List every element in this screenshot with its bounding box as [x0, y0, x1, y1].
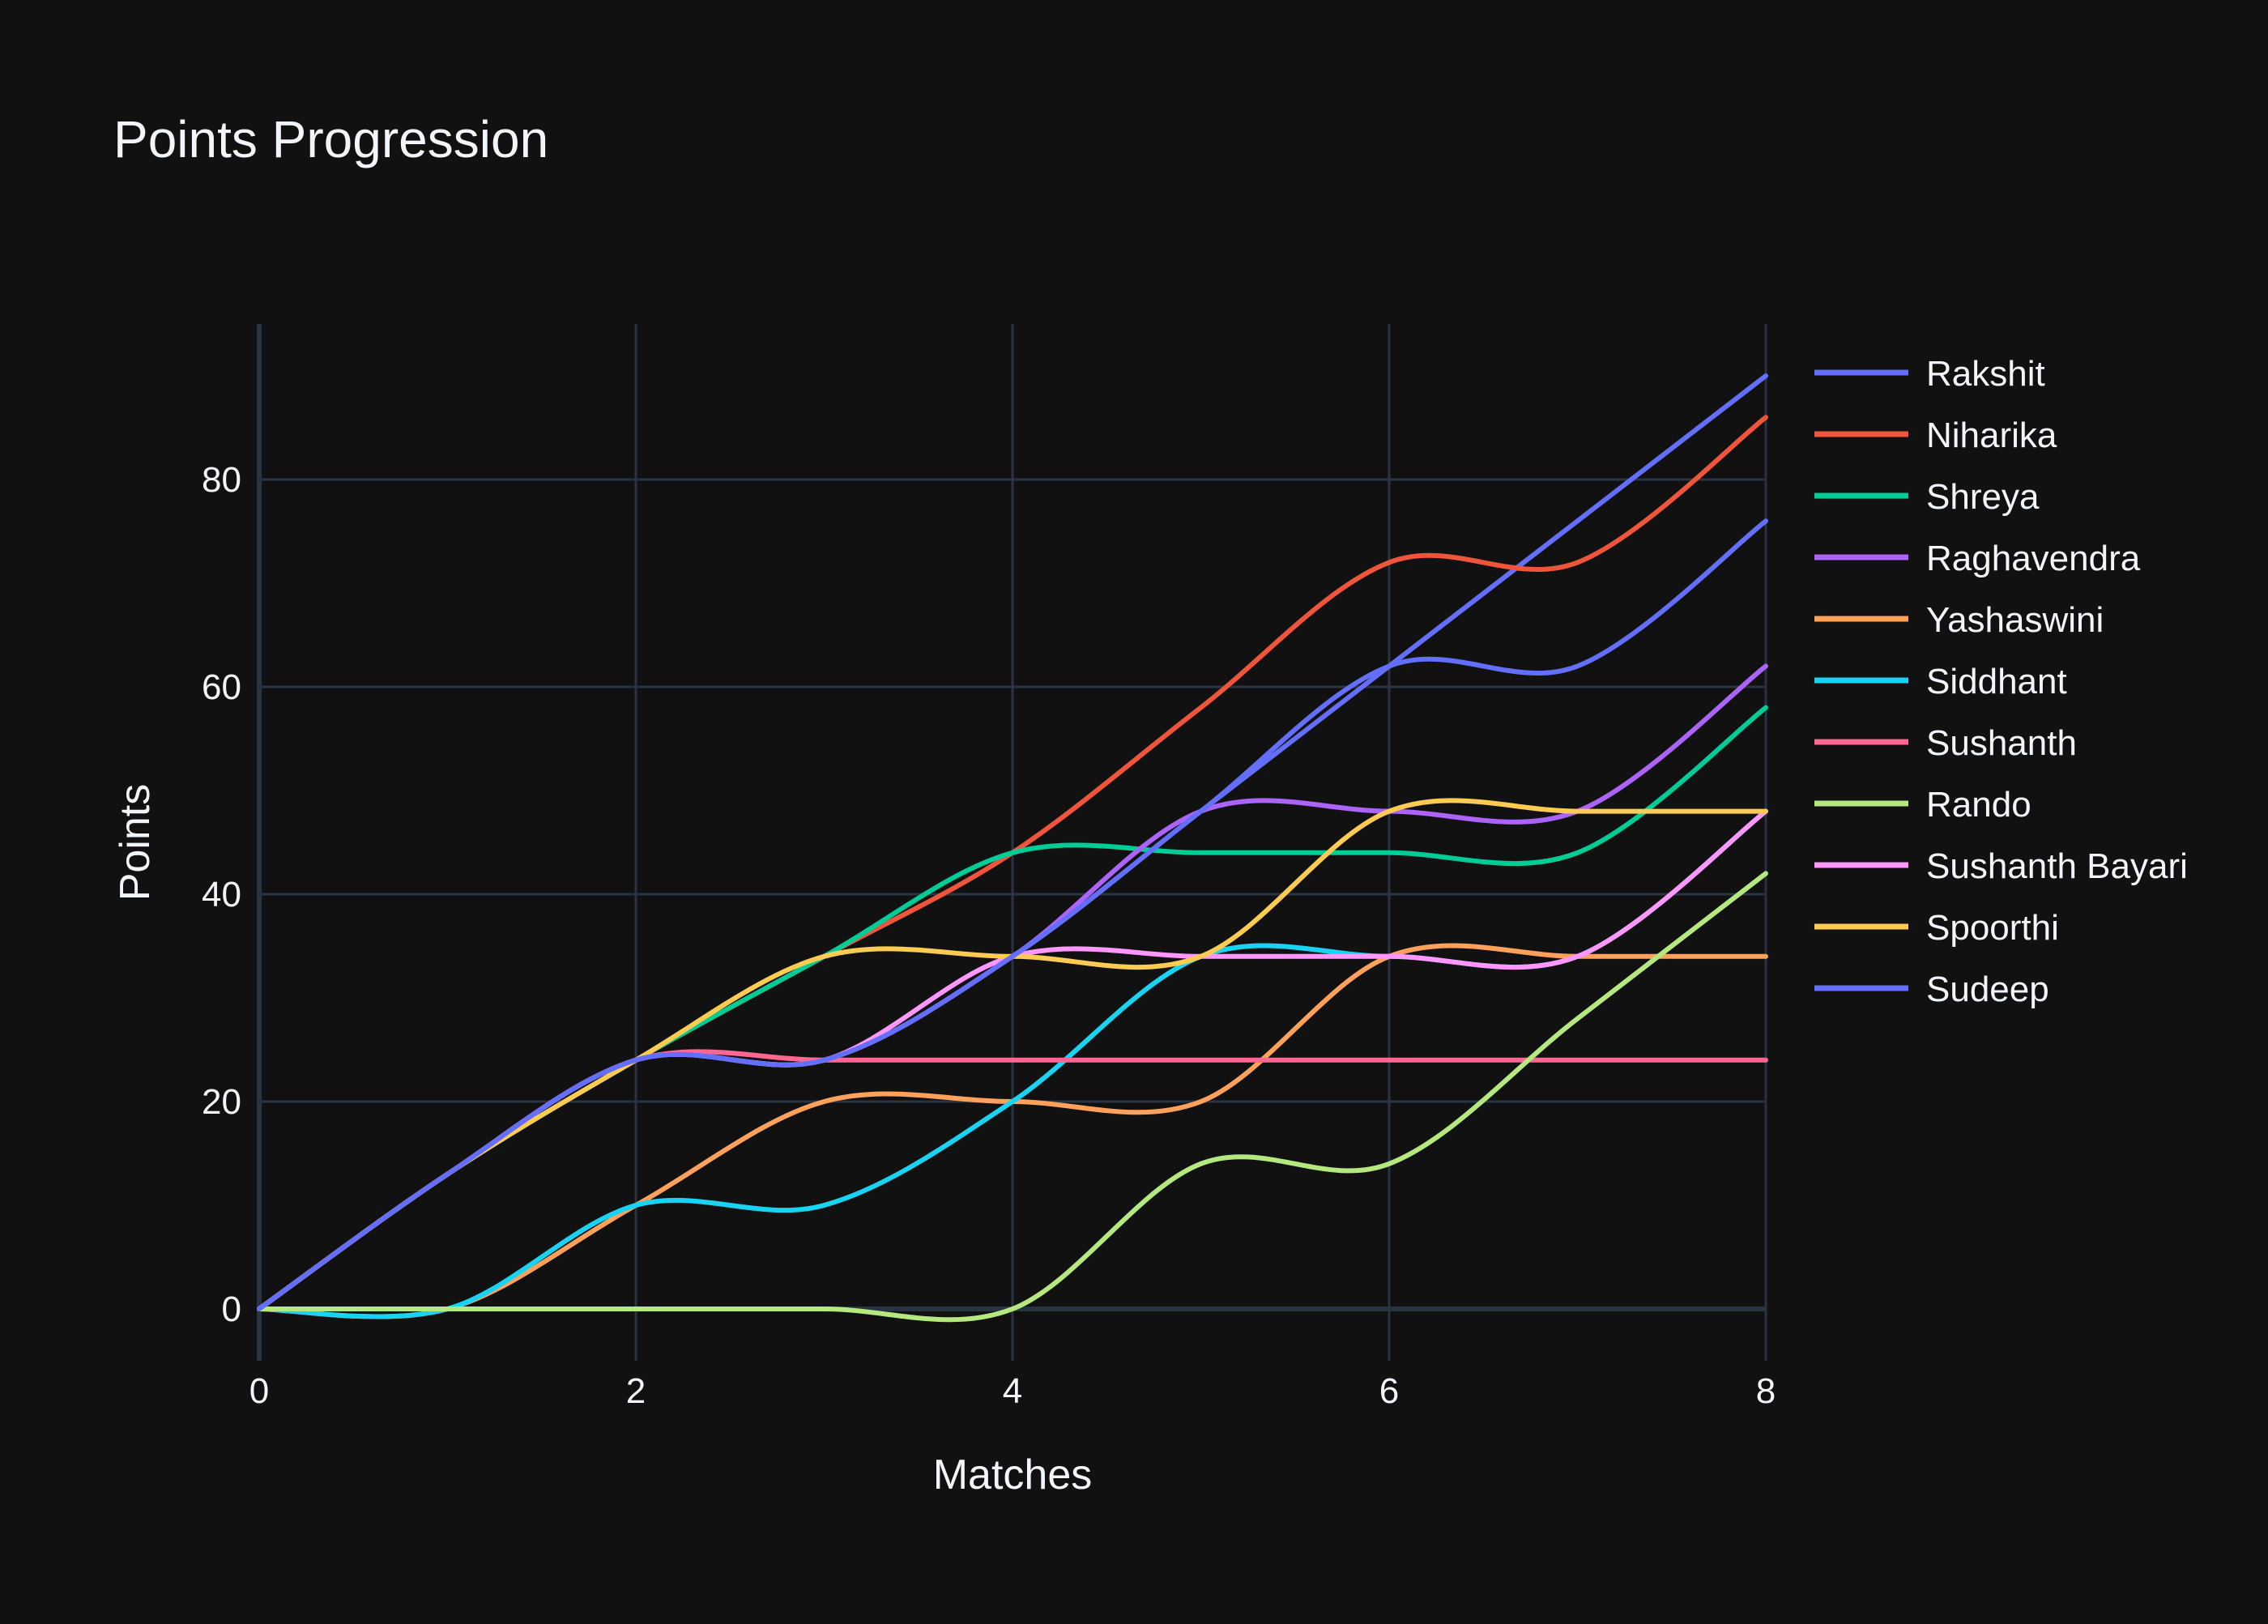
y-tick-label: 0	[222, 1289, 241, 1329]
legend: Rakshit Niharika Shreya Raghavendra Yashaswi…	[1814, 354, 2188, 1009]
x-axis-title: Matches	[933, 1451, 1093, 1498]
y-tick-label: 60	[202, 667, 241, 707]
legend-item[interactable]: Siddhant	[1814, 662, 2067, 701]
legend-label: Siddhant	[1926, 662, 2067, 701]
x-tick-label: 0	[249, 1371, 269, 1411]
y-axis-title: Points	[112, 784, 159, 902]
legend-label: Sushanth Bayari	[1926, 846, 2188, 886]
legend-item[interactable]: Rando	[1814, 785, 2031, 825]
legend-label: Yashaswini	[1926, 600, 2104, 640]
legend-label: Sudeep	[1926, 970, 2049, 1009]
series-lines	[257, 373, 1768, 1323]
legend-item[interactable]: Sushanth Bayari	[1814, 846, 2188, 886]
x-tick-label: 8	[1756, 1371, 1776, 1411]
series-line-sudeep	[257, 518, 1768, 1311]
legend-item[interactable]: Niharika	[1814, 416, 2057, 455]
legend-label: Niharika	[1926, 416, 2057, 455]
x-tick-label: 6	[1379, 1371, 1399, 1411]
y-tick-label: 40	[202, 875, 241, 914]
legend-item[interactable]: Yashaswini	[1814, 600, 2104, 640]
legend-label: Raghavendra	[1926, 539, 2141, 578]
x-tick-label: 2	[626, 1371, 646, 1411]
chart-title: Points Progression	[113, 110, 548, 168]
x-tick-label: 4	[1003, 1371, 1022, 1411]
y-tick-label: 80	[202, 460, 241, 500]
y-tick-label: 20	[202, 1082, 241, 1122]
legend-label: Spoorthi	[1926, 908, 2059, 948]
legend-label: Rakshit	[1926, 354, 2045, 394]
series-line-rando	[257, 871, 1768, 1323]
legend-label: Sushanth	[1926, 723, 2077, 763]
legend-item[interactable]: Spoorthi	[1814, 908, 2059, 948]
legend-item[interactable]: Sushanth	[1814, 723, 2077, 763]
legend-item[interactable]: Raghavendra	[1814, 539, 2141, 578]
legend-item[interactable]: Sudeep	[1814, 970, 2049, 1009]
legend-label: Shreya	[1926, 477, 2040, 517]
legend-label: Rando	[1926, 785, 2031, 825]
legend-item[interactable]: Rakshit	[1814, 354, 2045, 394]
x-axis-ticks: 0 2 4 6 8	[249, 1371, 1776, 1411]
y-axis-ticks: 0 20 40 60 80	[202, 460, 241, 1329]
legend-item[interactable]: Shreya	[1814, 477, 2040, 517]
